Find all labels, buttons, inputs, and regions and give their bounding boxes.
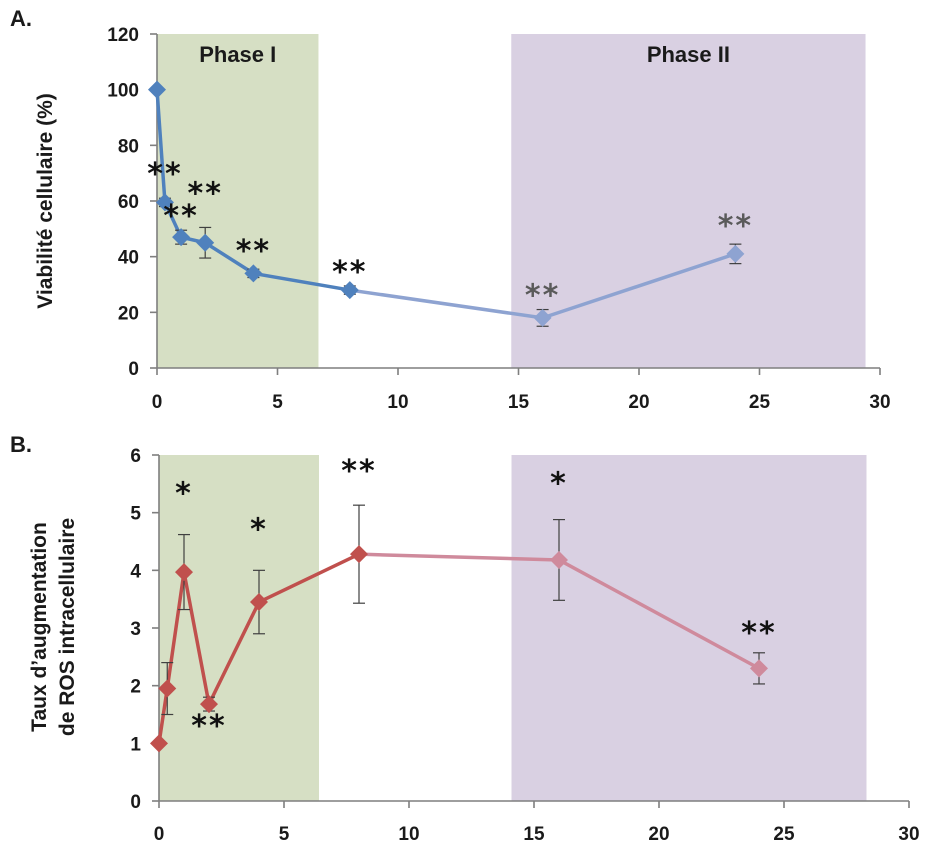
data-point-marker [175, 563, 193, 582]
x-tick-label: 0 [152, 392, 163, 413]
significance-marker: * [550, 467, 568, 502]
series-line-segment [557, 558, 761, 671]
data-point-marker [250, 593, 268, 612]
y-axis-label: Viabilité cellulaire (%) [34, 93, 57, 309]
y-tick-label: 1 [130, 734, 141, 755]
significance-marker: ** [341, 454, 376, 489]
series-line-segment [357, 552, 561, 562]
significance-marker: ** [191, 709, 226, 744]
significance-marker: ** [236, 234, 271, 269]
data-point-marker [155, 193, 174, 212]
y-tick-label: 100 [107, 81, 139, 102]
y-tick-label: 60 [118, 192, 139, 213]
significance-marker: ** [332, 255, 367, 290]
y-axis-label-line: de ROS intracellulaire [56, 518, 79, 736]
phase-band-1 [157, 34, 319, 368]
x-tick-label: 15 [523, 824, 545, 845]
x-tick-label: 0 [154, 824, 165, 845]
y-tick-label: 0 [130, 792, 141, 813]
y-tick-label: 0 [128, 359, 139, 380]
phase-band-2 [511, 455, 867, 801]
x-tick-label: 15 [508, 392, 530, 413]
data-point-marker [196, 233, 215, 252]
significance-marker: ** [147, 157, 182, 192]
y-tick-label: 6 [130, 446, 141, 467]
data-point-marker [340, 281, 359, 300]
series-line-segment [165, 570, 186, 691]
phase-label-1: Phase I [199, 42, 276, 67]
data-point-marker [350, 545, 368, 564]
series-line-segment [207, 600, 261, 706]
y-tick-label: 120 [107, 25, 139, 46]
phase-band-1 [159, 455, 319, 801]
x-tick-label: 10 [387, 392, 408, 413]
x-tick-label: 30 [898, 824, 919, 845]
data-point-marker [726, 244, 745, 263]
series-line-segment [155, 87, 167, 205]
series-line-segment [182, 570, 211, 706]
y-tick-label: 3 [130, 619, 141, 640]
significance-marker: ** [525, 279, 560, 314]
data-point-marker [172, 228, 191, 247]
significance-marker: ** [163, 199, 198, 234]
x-tick-label: 10 [398, 824, 419, 845]
y-tick-label: 4 [130, 561, 141, 582]
x-tick-label: 30 [869, 392, 890, 413]
significance-marker: * [250, 512, 268, 547]
series-line-segment [251, 271, 352, 292]
x-tick-label: 5 [272, 392, 283, 413]
chart-panel-b: 0 1 2 3 4 5 6 0 5 10 15 20 25 30 B. Taux d’augmentation… [10, 432, 920, 845]
data-point-marker [150, 734, 168, 753]
x-tick-label: 5 [279, 824, 290, 845]
phase-band-2 [511, 34, 866, 368]
series-line-segment [257, 552, 361, 604]
x-tick-label: 25 [773, 824, 795, 845]
chart-panel-a: Phase I Phase II 0 20 40 60 80 100 120 0 5 10 15 20 25… [10, 6, 891, 413]
x-tick-label: 20 [628, 392, 649, 413]
y-axis-label: Taux d’augmentation de ROS intracellulair… [28, 518, 79, 736]
y-tick-label: 20 [118, 303, 139, 324]
series-line-segment [203, 241, 256, 276]
data-point-marker [158, 679, 177, 698]
x-tick-label: 20 [648, 824, 669, 845]
panel-label: B. [10, 432, 32, 457]
y-tick-label: 80 [118, 136, 139, 157]
y-axis-label-line: Taux d’augmentation [28, 522, 51, 732]
phase-label-2: Phase II [647, 42, 730, 67]
x-tick-label: 25 [749, 392, 771, 413]
panel-label: A. [10, 6, 32, 31]
data-point-marker [550, 550, 568, 569]
data-point-marker [148, 80, 166, 99]
y-tick-label: 5 [130, 504, 141, 525]
significance-marker: ** [718, 209, 753, 244]
data-point-marker [200, 695, 218, 714]
significance-marker: * [175, 477, 193, 512]
series-line-segment [540, 252, 738, 320]
data-point-marker [244, 264, 263, 283]
data-point-marker [750, 659, 768, 678]
y-tick-label: 40 [118, 248, 139, 269]
data-point-marker [533, 308, 552, 327]
significance-marker: ** [188, 176, 223, 211]
series-line-segment [157, 686, 169, 746]
y-tick-label: 2 [130, 677, 141, 698]
series-line-segment [348, 288, 545, 320]
significance-marker: ** [741, 616, 776, 651]
